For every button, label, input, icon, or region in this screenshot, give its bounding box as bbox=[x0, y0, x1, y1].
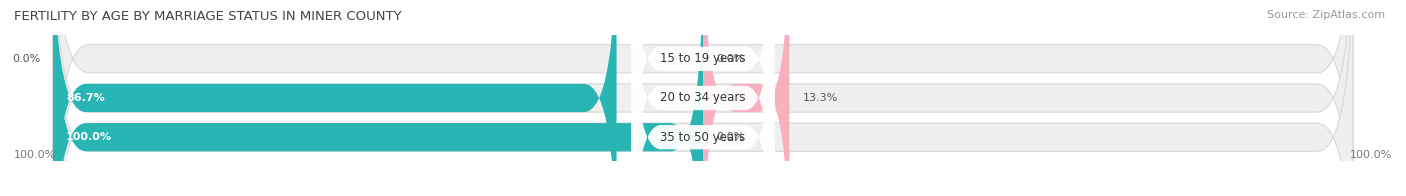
Text: 100.0%: 100.0% bbox=[1350, 150, 1392, 160]
Text: 0.0%: 0.0% bbox=[716, 54, 744, 64]
FancyBboxPatch shape bbox=[631, 0, 775, 196]
FancyBboxPatch shape bbox=[53, 0, 617, 196]
FancyBboxPatch shape bbox=[53, 0, 1353, 196]
FancyBboxPatch shape bbox=[631, 0, 775, 196]
FancyBboxPatch shape bbox=[53, 0, 1353, 196]
Text: 20 to 34 years: 20 to 34 years bbox=[661, 92, 745, 104]
FancyBboxPatch shape bbox=[53, 0, 1353, 196]
Text: 86.7%: 86.7% bbox=[66, 93, 105, 103]
Text: FERTILITY BY AGE BY MARRIAGE STATUS IN MINER COUNTY: FERTILITY BY AGE BY MARRIAGE STATUS IN M… bbox=[14, 10, 402, 23]
FancyBboxPatch shape bbox=[631, 0, 775, 196]
Text: 100.0%: 100.0% bbox=[66, 132, 112, 142]
Text: 35 to 50 years: 35 to 50 years bbox=[661, 131, 745, 144]
Text: 100.0%: 100.0% bbox=[14, 150, 56, 160]
Text: 13.3%: 13.3% bbox=[803, 93, 838, 103]
Text: 15 to 19 years: 15 to 19 years bbox=[661, 52, 745, 65]
Text: 0.0%: 0.0% bbox=[11, 54, 39, 64]
Text: 0.0%: 0.0% bbox=[716, 132, 744, 142]
Text: Source: ZipAtlas.com: Source: ZipAtlas.com bbox=[1267, 10, 1385, 20]
FancyBboxPatch shape bbox=[703, 0, 789, 196]
FancyBboxPatch shape bbox=[53, 0, 703, 196]
